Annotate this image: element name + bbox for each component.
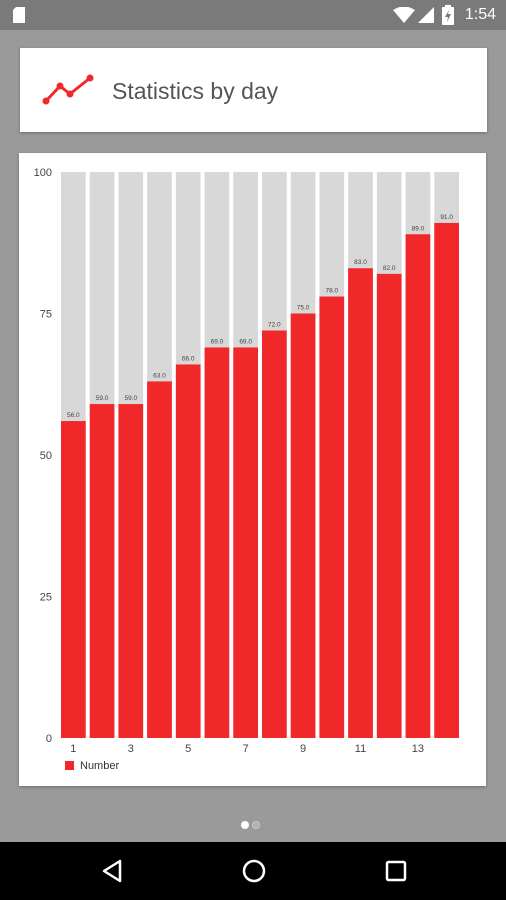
x-tick-label: 11 xyxy=(355,743,366,755)
sd-card-icon xyxy=(13,7,25,23)
bar-chart: 56.0 59.0 59.0 63.0 66.0 69.0 69.0 72.0 75.0 78.0… xyxy=(34,167,459,772)
x-tick-label: 7 xyxy=(243,743,249,755)
bar xyxy=(376,273,402,738)
bar xyxy=(319,296,345,738)
bar-value-label: 69.0 xyxy=(211,338,224,345)
recents-icon[interactable] xyxy=(381,856,411,886)
y-tick-label: 75 xyxy=(40,309,52,321)
x-tick-label: 5 xyxy=(185,743,191,755)
bar xyxy=(204,347,230,738)
clock: 1:54 xyxy=(464,6,496,23)
page-title: Statistics by day xyxy=(112,78,279,104)
x-tick-label: 13 xyxy=(412,743,424,755)
bar-value-label: 66.0 xyxy=(182,355,195,362)
bar-value-label: 91.0 xyxy=(440,214,453,221)
x-tick-label: 3 xyxy=(128,743,134,755)
bar-value-label: 89.0 xyxy=(412,225,425,232)
legend-label: Number xyxy=(80,760,119,772)
bar xyxy=(89,404,115,738)
legend-swatch xyxy=(65,761,74,770)
bar xyxy=(348,268,373,738)
y-tick-label: 50 xyxy=(40,450,52,462)
wifi-icon xyxy=(393,7,415,23)
bar-value-label: 75.0 xyxy=(297,305,310,312)
battery-charging-icon xyxy=(442,5,454,25)
bar-value-label: 63.0 xyxy=(153,372,166,379)
bar xyxy=(290,313,316,738)
bar-value-label: 72.0 xyxy=(268,321,281,328)
back-icon[interactable] xyxy=(98,856,128,886)
y-tick-label: 0 xyxy=(46,733,52,745)
bar xyxy=(118,404,144,738)
bar xyxy=(233,347,258,738)
bar-value-label: 78.0 xyxy=(325,288,338,295)
bar xyxy=(147,381,172,738)
bar xyxy=(61,421,86,738)
home-icon[interactable] xyxy=(239,856,269,886)
page-indicator xyxy=(241,821,265,831)
bar xyxy=(405,234,431,738)
x-tick-label: 9 xyxy=(300,743,306,755)
chart-card: 56.0 59.0 59.0 63.0 66.0 69.0 69.0 72.0 75.0 78.0… xyxy=(19,153,486,786)
bar xyxy=(175,364,201,738)
bar-value-label: 82.0 xyxy=(383,265,396,272)
bar-value-label: 69.0 xyxy=(239,338,252,345)
page-dot-active[interactable] xyxy=(241,821,249,829)
bar-value-label: 59.0 xyxy=(124,395,137,402)
bar xyxy=(434,222,459,738)
status-bar: 1:54 xyxy=(0,0,506,30)
bar-value-label: 56.0 xyxy=(67,412,80,419)
signal-icon xyxy=(418,7,434,23)
page-dot-inactive[interactable] xyxy=(252,821,260,829)
navigation-bar xyxy=(0,842,506,900)
y-tick-label: 100 xyxy=(34,167,52,179)
bar xyxy=(262,330,287,738)
line-chart-icon xyxy=(42,74,94,105)
bar-value-label: 59.0 xyxy=(96,395,109,402)
bar-value-label: 83.0 xyxy=(354,259,367,266)
y-tick-label: 25 xyxy=(40,592,52,604)
x-tick-label: 1 xyxy=(70,743,76,755)
header-card: Statistics by day xyxy=(20,48,487,132)
